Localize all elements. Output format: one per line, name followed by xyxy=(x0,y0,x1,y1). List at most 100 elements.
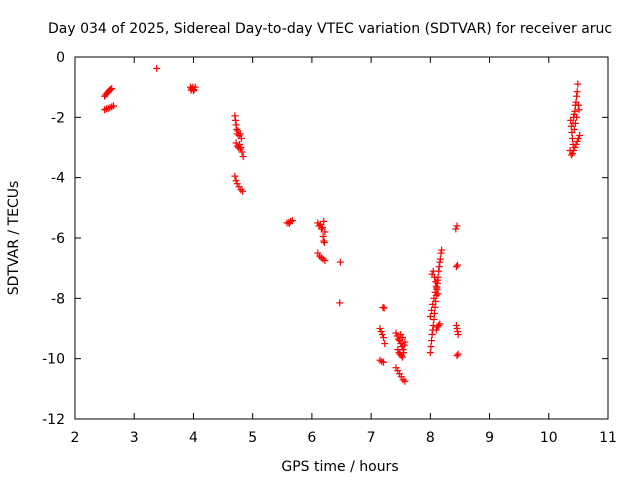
data-point xyxy=(336,258,344,266)
data-point xyxy=(232,139,240,147)
data-point xyxy=(426,349,434,357)
data-point xyxy=(427,343,435,351)
data-point xyxy=(430,273,438,281)
y-axis-label: SDTVAR / TECUs xyxy=(6,181,22,296)
data-point xyxy=(566,147,574,155)
data-point xyxy=(567,151,575,159)
data-point xyxy=(319,223,327,231)
data-point xyxy=(108,85,116,93)
data-point xyxy=(572,140,580,148)
y-tick-label: -6 xyxy=(51,231,65,247)
data-point xyxy=(430,315,438,323)
x-tick-label: 10 xyxy=(540,430,558,446)
data-point xyxy=(401,377,409,385)
data-point xyxy=(396,337,404,345)
data-point xyxy=(573,88,581,96)
data-point xyxy=(431,288,439,296)
data-point xyxy=(573,137,581,145)
data-point xyxy=(430,294,438,302)
data-point xyxy=(432,326,440,334)
data-point xyxy=(393,332,401,340)
data-point xyxy=(378,331,386,339)
data-point xyxy=(381,340,389,348)
x-tick-label: 7 xyxy=(367,430,376,446)
data-point xyxy=(429,267,437,275)
x-tick-label: 6 xyxy=(307,430,316,446)
data-point xyxy=(236,140,244,148)
data-point xyxy=(397,340,405,348)
data-point xyxy=(436,255,444,263)
data-point xyxy=(394,335,402,343)
data-point xyxy=(109,102,117,110)
data-point xyxy=(454,261,462,269)
y-tick-label: -10 xyxy=(42,352,65,368)
data-point xyxy=(153,64,161,72)
data-point xyxy=(232,177,240,185)
data-point xyxy=(317,225,325,233)
data-point xyxy=(574,134,582,142)
data-point xyxy=(239,187,247,195)
data-point xyxy=(453,222,461,230)
data-point xyxy=(237,144,245,151)
x-tick-label: 3 xyxy=(130,430,139,446)
data-point xyxy=(432,278,440,286)
data-point xyxy=(436,320,444,328)
data-points xyxy=(101,64,584,385)
data-point xyxy=(189,87,197,95)
data-point xyxy=(452,225,460,233)
data-point xyxy=(571,144,579,151)
data-point xyxy=(238,148,246,156)
x-tick-label: 4 xyxy=(189,430,198,446)
data-point xyxy=(285,220,293,228)
data-point xyxy=(380,304,388,312)
data-point xyxy=(574,80,582,88)
data-point xyxy=(398,334,406,342)
data-point xyxy=(576,131,584,139)
data-point xyxy=(379,303,387,311)
data-point xyxy=(380,358,388,366)
data-point xyxy=(336,299,344,307)
data-point xyxy=(426,312,434,320)
y-tick-label: -2 xyxy=(51,110,65,126)
data-point xyxy=(398,353,406,361)
y-tick-label: 0 xyxy=(56,50,65,66)
data-point xyxy=(394,346,402,354)
x-tick-label: 9 xyxy=(485,430,494,446)
y-tick-label: -8 xyxy=(51,291,65,307)
y-tick-label: -12 xyxy=(42,412,65,428)
data-point xyxy=(433,284,441,292)
data-point xyxy=(454,350,462,358)
data-point xyxy=(400,349,408,357)
data-point xyxy=(429,300,437,308)
data-point xyxy=(454,331,462,339)
data-point xyxy=(571,107,579,115)
axis-ticks xyxy=(74,56,609,420)
data-point xyxy=(320,217,328,225)
data-point xyxy=(569,119,577,127)
x-tick-label: 8 xyxy=(426,430,435,446)
data-point xyxy=(237,134,245,142)
chart-title: Day 034 of 2025, Sidereal Day-to-day VTE… xyxy=(48,21,612,37)
data-point xyxy=(236,130,244,138)
data-point xyxy=(320,239,328,247)
data-point xyxy=(392,329,400,337)
data-point xyxy=(434,290,442,298)
x-axis-label: GPS time / hours xyxy=(281,459,398,475)
data-point xyxy=(438,246,446,254)
x-tick-label: 11 xyxy=(599,430,617,446)
data-point xyxy=(321,228,329,236)
data-point xyxy=(231,172,239,180)
data-point xyxy=(321,257,329,265)
data-point xyxy=(568,134,576,142)
data-point xyxy=(453,352,461,360)
data-point xyxy=(430,309,438,317)
plot-frame xyxy=(74,56,609,420)
data-point xyxy=(401,338,409,346)
data-point xyxy=(428,337,436,345)
data-point xyxy=(435,321,443,329)
data-point xyxy=(376,325,384,332)
data-point xyxy=(107,86,115,94)
data-point xyxy=(428,306,436,314)
x-tick-label: 2 xyxy=(71,430,80,446)
